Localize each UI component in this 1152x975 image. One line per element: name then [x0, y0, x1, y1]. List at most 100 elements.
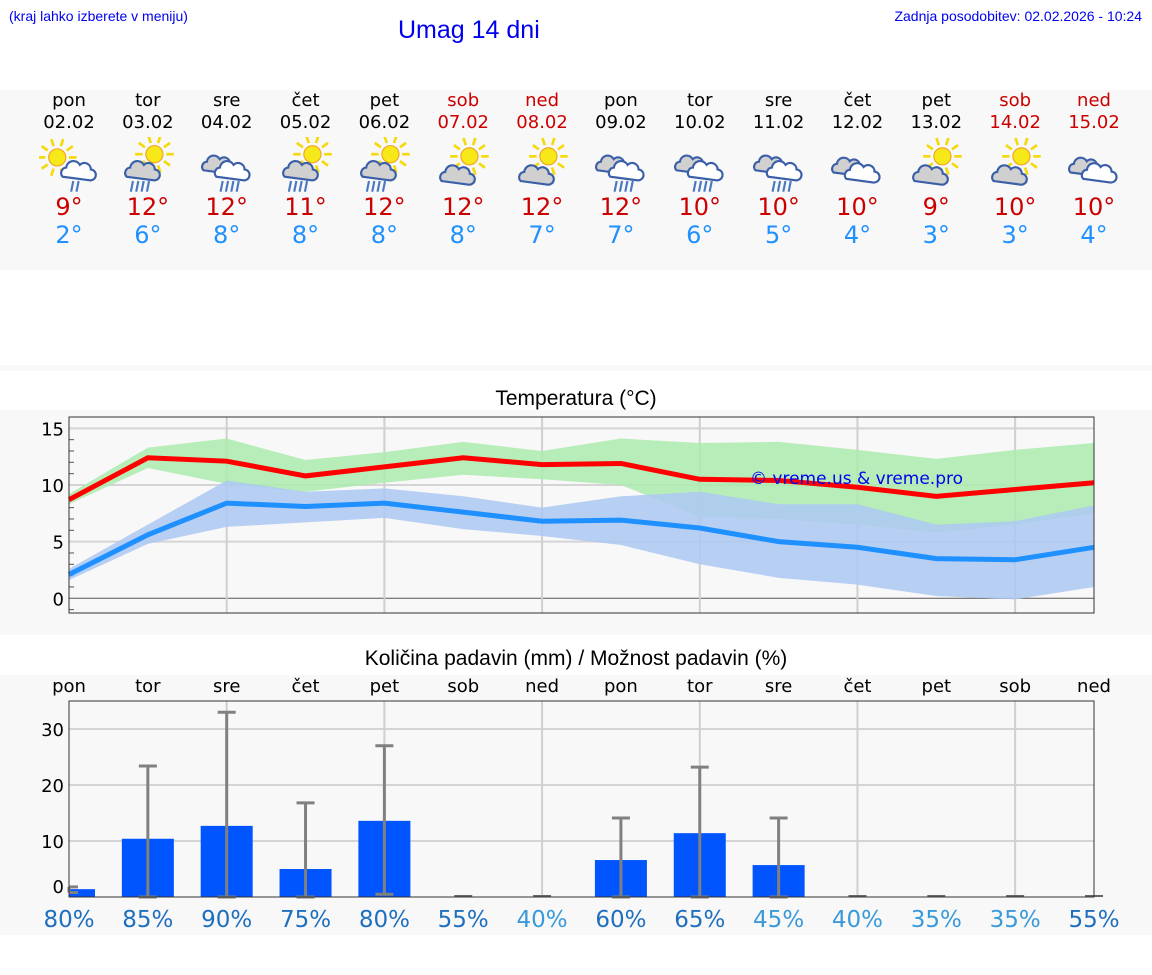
svg-text:čet: čet [843, 676, 871, 697]
min-temperature: 6° [686, 221, 714, 249]
max-temperature: 12° [126, 193, 170, 221]
max-temperature: 10° [678, 193, 722, 221]
menu-hint: (kraj lahko izberete v meniju) [9, 8, 188, 24]
day-name: sre [764, 90, 793, 111]
svg-text:80%: 80% [43, 907, 94, 933]
svg-text:pon: pon [604, 676, 638, 697]
svg-text:85%: 85% [122, 907, 173, 933]
day-forecast: čet 05.02 11° 8° [266, 90, 346, 249]
svg-text:0: 0 [53, 589, 64, 610]
day-date: 12.02 [831, 112, 884, 133]
day-name: čet [843, 90, 872, 111]
svg-text:60%: 60% [595, 907, 646, 933]
svg-text:55%: 55% [438, 907, 489, 933]
svg-text:40%: 40% [832, 907, 883, 933]
max-temperature: 12° [520, 193, 564, 221]
svg-text:tor: tor [135, 676, 161, 697]
max-temperature: 12° [363, 193, 406, 221]
clouds-rain-icon [752, 154, 803, 192]
day-date: 09.02 [595, 112, 647, 133]
day-forecast: ned 08.02 12° 7° [502, 90, 582, 249]
day-forecast: sob 14.02 10° 3° [975, 90, 1055, 249]
day-name: sre [212, 90, 241, 111]
watermark: © vreme.us & vreme.pro [750, 469, 963, 489]
sun-cloud-rain-icon [281, 137, 332, 192]
min-temperature: 3° [922, 221, 950, 249]
svg-text:55%: 55% [1068, 907, 1119, 933]
svg-text:40%: 40% [517, 907, 568, 933]
page-title: Umag 14 dni [398, 16, 540, 44]
day-forecast: pet 13.02 9° 3° [896, 90, 976, 249]
day-forecast: čet 12.02 10° 4° [817, 90, 897, 249]
svg-text:90%: 90% [201, 907, 252, 933]
sun-cloud-icon [439, 137, 489, 186]
day-forecast: sre 04.02 12° 8° [187, 90, 267, 249]
svg-text:15: 15 [41, 419, 64, 440]
day-date: 03.02 [122, 112, 174, 133]
svg-text:sre: sre [213, 676, 240, 697]
svg-text:35%: 35% [990, 907, 1041, 933]
precipitation-chart: 0 10 20 30 pon tor sre čet pet sob ned pon tor sre čet… [0, 675, 1152, 935]
sun-cloud-icon [991, 137, 1041, 186]
temperature-chart: 0 5 10 15 © vreme.us & vreme.pro [0, 410, 1152, 635]
day-forecast: ned 15.02 10° 4° [1054, 90, 1134, 249]
min-temperature: 3° [1001, 221, 1029, 249]
sun-cloud-icon [912, 137, 963, 186]
svg-text:ned: ned [1077, 676, 1111, 697]
day-date: 10.02 [674, 112, 726, 133]
last-update: Zadnja posodobitev: 02.02.2026 - 10:24 [894, 8, 1142, 24]
max-temperature: 11° [284, 193, 327, 221]
max-temperature: 10° [836, 193, 879, 221]
sun-cloud-light-rain-icon [39, 138, 97, 192]
day-date: 14.02 [989, 112, 1041, 133]
day-date: 02.02 [43, 112, 95, 133]
svg-text:pet: pet [922, 676, 952, 697]
max-temperature: 9° [922, 193, 950, 221]
svg-text:pon: pon [52, 676, 86, 697]
svg-text:20: 20 [41, 776, 64, 797]
max-temperature: 9° [55, 193, 83, 221]
day-name: sob [999, 90, 1032, 111]
svg-text:čet: čet [292, 676, 320, 697]
svg-text:35%: 35% [911, 907, 962, 933]
day-date: 08.02 [516, 112, 568, 133]
svg-text:65%: 65% [674, 907, 725, 933]
day-date: 11.02 [752, 112, 805, 133]
max-temperature: 10° [993, 193, 1037, 221]
day-forecast: sre 11.02 10° 5° [739, 90, 819, 249]
clouds-rain-icon [594, 154, 645, 192]
clouds-icon [1068, 156, 1118, 184]
svg-text:10: 10 [41, 832, 64, 853]
min-temperature: 4° [1080, 221, 1108, 249]
min-temperature: 8° [370, 221, 399, 249]
temperature-chart-svg: 0 5 10 15 © vreme.us & vreme.pro [41, 416, 1095, 614]
svg-text:tor: tor [687, 676, 713, 697]
day-name: sob [447, 90, 480, 111]
svg-text:pet: pet [370, 676, 400, 697]
day-date: 13.02 [910, 112, 963, 133]
svg-text:sre: sre [765, 676, 792, 697]
day-date: 15.02 [1068, 112, 1120, 133]
min-temperature: 8° [213, 221, 241, 249]
max-temperature: 12° [599, 193, 643, 221]
max-temperature: 10° [757, 193, 800, 221]
min-temperature: 8° [291, 221, 320, 249]
day-forecast: pon 02.02 9° 2° [29, 90, 109, 249]
svg-text:0: 0 [53, 877, 64, 898]
clouds-icon [831, 156, 882, 184]
clouds-rain-icon [673, 154, 724, 192]
day-date: 04.02 [200, 112, 253, 133]
precipitation-chart-svg: 0 10 20 30 pon tor sre čet pet sob ned pon tor sre čet… [41, 676, 1119, 933]
min-temperature: 2° [55, 221, 83, 249]
svg-text:sob: sob [999, 676, 1031, 697]
day-forecast: tor 10.02 10° 6° [660, 90, 740, 249]
min-temperature: 8° [449, 221, 477, 249]
day-name: ned [525, 90, 560, 111]
svg-text:5: 5 [53, 533, 64, 554]
temperature-chart-title: Temperatura (°C) [495, 387, 657, 410]
sun-cloud-rain-icon [123, 137, 174, 192]
day-name: čet [291, 90, 320, 111]
svg-text:80%: 80% [359, 907, 410, 933]
svg-text:ned: ned [525, 676, 559, 697]
daily-forecast-strip: pon 02.02 9° 2° tor 03.02 12° 6° sre 04.02 12° 8° če… [0, 90, 1152, 270]
